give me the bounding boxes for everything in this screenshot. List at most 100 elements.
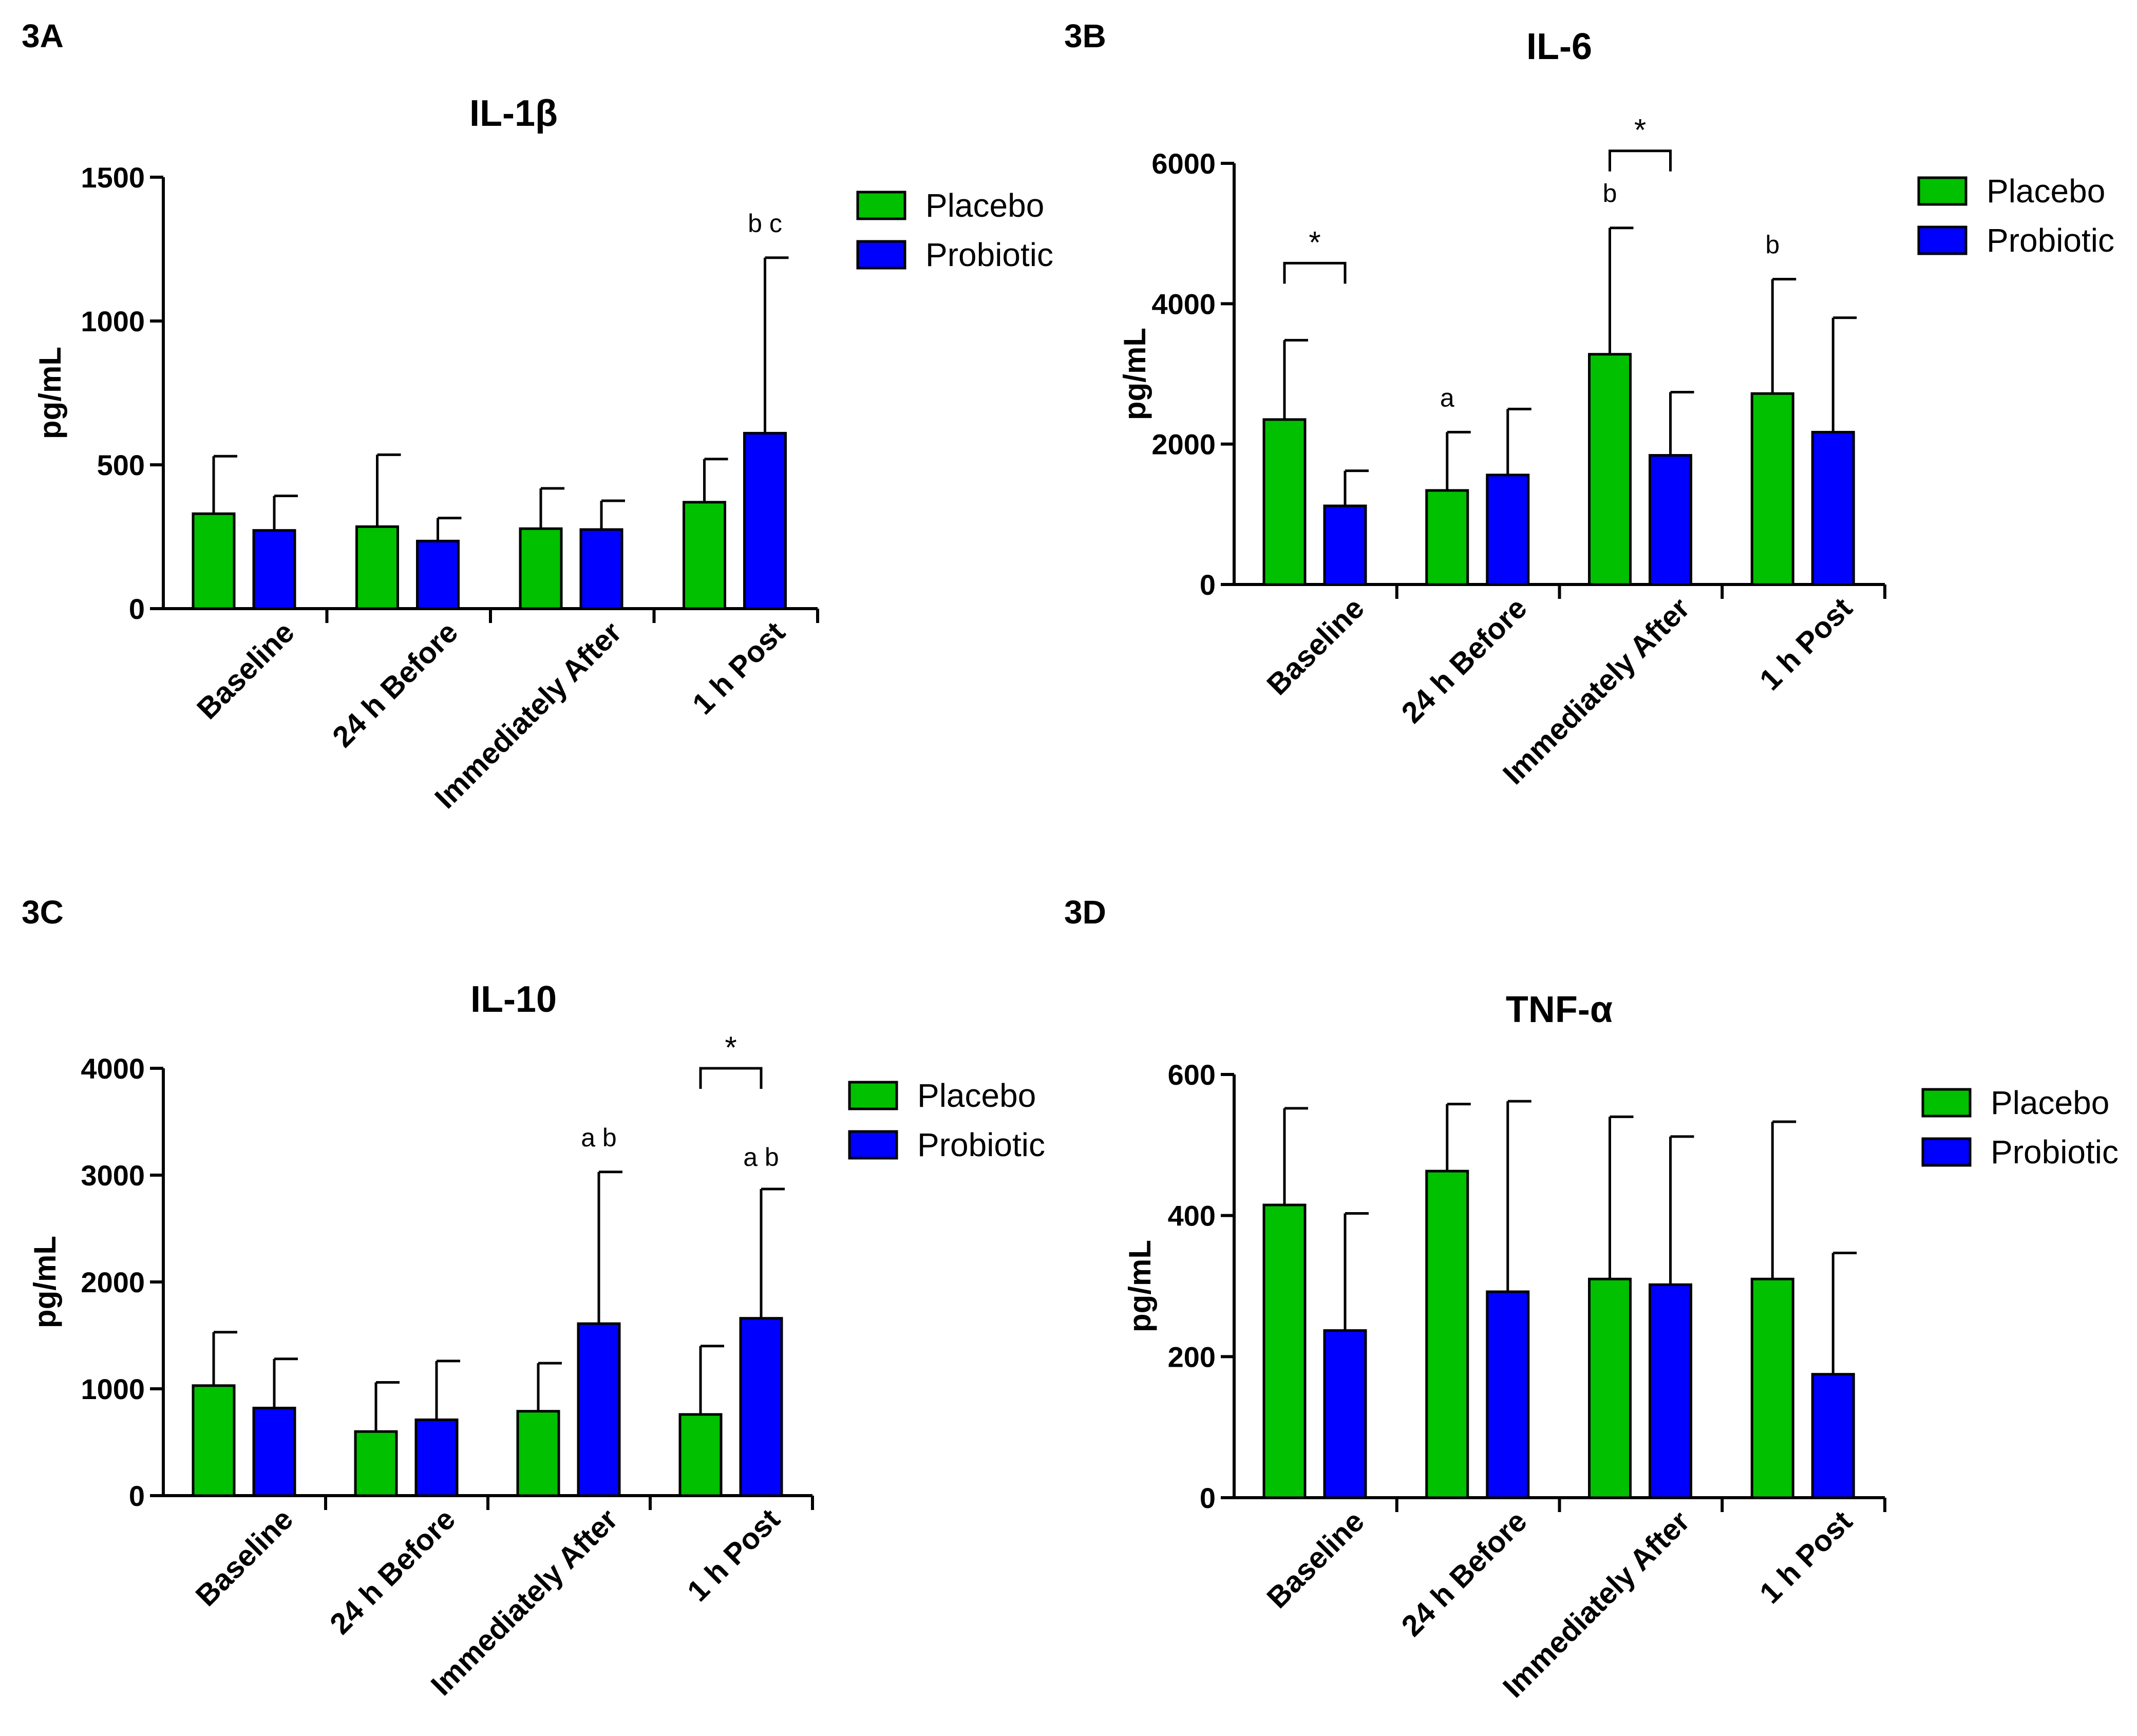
bar-probiotic	[416, 539, 460, 610]
bar-probiotic	[1323, 504, 1367, 586]
bar-placebo	[354, 1430, 398, 1497]
legend-swatch-probiotic	[1921, 1137, 1972, 1167]
bar-probiotic	[579, 528, 623, 610]
y-axis-label: pg/mL	[1123, 1240, 1157, 1332]
x-tick-label: 24 h Before	[324, 1502, 462, 1640]
legend-swatch-probiotic	[856, 240, 906, 270]
bar-placebo	[1262, 418, 1307, 586]
x-tick-label: Baseline	[191, 615, 301, 726]
significance-letters: a	[1440, 383, 1454, 412]
panel-label: 3C	[22, 894, 64, 931]
y-tick-label: 3000	[81, 1159, 145, 1192]
bar-probiotic	[577, 1322, 621, 1497]
panel-3a: 3A IL-1β pg/mL 0 500 1000 1500 Baseline 24 h Bef…	[22, 17, 1053, 815]
chart-title: TNF-α	[1506, 989, 1613, 1030]
y-tick-label: 4000	[81, 1052, 145, 1085]
x-tick-label: 1 h Post	[681, 1502, 786, 1608]
bar-placebo	[683, 501, 726, 610]
bar-placebo	[1425, 489, 1469, 586]
x-tick-label: 1 h Post	[1753, 591, 1859, 696]
bar-placebo	[192, 1384, 236, 1497]
y-tick-label: 2000	[81, 1266, 145, 1298]
bar-probiotic	[1649, 454, 1692, 586]
x-tick-label: 1 h Post	[1753, 1504, 1859, 1610]
chart-title: IL-10	[470, 979, 557, 1020]
x-tick-label: 1 h Post	[686, 615, 791, 721]
y-axis-label: pg/mL	[28, 1236, 62, 1328]
legend-swatch-probiotic	[848, 1130, 898, 1160]
bar-probiotic	[1811, 430, 1855, 586]
significance-star: *	[1634, 113, 1646, 147]
legend-label-probiotic: Probiotic	[925, 236, 1053, 273]
bar-placebo	[1262, 1203, 1307, 1499]
x-tick-label: Baseline	[190, 1502, 300, 1613]
significance-letters: a b	[581, 1123, 617, 1152]
y-axis-label: pg/mL	[1118, 328, 1152, 420]
y-tick-label: 0	[129, 1480, 145, 1512]
significance-star: *	[725, 1030, 736, 1065]
bar-placebo	[516, 1410, 560, 1497]
panel-3d: 3D TNF-α pg/mL 0 200 400 600 Baseline 24 h Befor…	[1064, 894, 2119, 1704]
bar-probiotic	[1323, 1329, 1367, 1499]
legend-label-placebo: Placebo	[917, 1077, 1036, 1114]
legend-swatch-placebo	[1917, 176, 1968, 206]
bar-placebo	[355, 525, 399, 610]
bar-placebo	[1588, 353, 1632, 586]
legend-swatch-probiotic	[1917, 225, 1968, 255]
legend-label-probiotic: Probiotic	[1991, 1134, 2119, 1171]
bar-probiotic	[1649, 1283, 1692, 1499]
x-tick-label: Baseline	[1260, 1504, 1371, 1615]
significance-bracket	[1609, 149, 1672, 172]
x-tick-label: Immediately After	[428, 615, 628, 815]
panel-3b: 3B IL-6 pg/mL 0 2000 4000 6000 Baseline 24 h Bef…	[1064, 17, 2114, 791]
panel-3c: 3C IL-10 pg/mL 0 1000 2000 3000 4000 Baseline 24 …	[22, 894, 1045, 1702]
significance-letters: b	[1603, 179, 1617, 208]
bar-probiotic	[1486, 474, 1530, 586]
legend-label-placebo: Placebo	[1991, 1084, 2109, 1121]
bar-probiotic	[252, 1406, 296, 1497]
significance-bracket	[699, 1067, 763, 1089]
y-tick-label: 2000	[1151, 428, 1216, 461]
y-tick-label: 0	[129, 593, 145, 625]
panel-label: 3A	[22, 17, 64, 54]
y-tick-label: 500	[97, 449, 145, 481]
bar-probiotic	[1486, 1290, 1530, 1499]
x-tick-label: 24 h Before	[326, 615, 464, 753]
y-tick-label: 1500	[81, 161, 145, 194]
bar-probiotic	[414, 1418, 459, 1497]
y-tick-label: 6000	[1151, 147, 1216, 180]
bar-placebo	[1588, 1277, 1632, 1499]
significance-letters: b	[1765, 231, 1780, 259]
y-tick-label: 600	[1168, 1059, 1216, 1091]
significance-star: *	[1309, 225, 1320, 259]
chart-title: IL-1β	[469, 93, 558, 134]
bar-placebo	[192, 512, 236, 610]
legend-swatch-placebo	[848, 1081, 898, 1110]
y-tick-label: 0	[1200, 1482, 1216, 1514]
bar-placebo	[678, 1413, 723, 1497]
legend-label-placebo: Placebo	[1987, 173, 2105, 210]
y-tick-label: 200	[1168, 1341, 1216, 1373]
legend-label-placebo: Placebo	[925, 187, 1044, 224]
y-tick-label: 1000	[81, 305, 145, 337]
bar-placebo	[519, 527, 563, 610]
y-tick-label: 400	[1168, 1200, 1216, 1232]
bar-placebo	[1750, 392, 1794, 586]
bar-probiotic	[252, 529, 296, 610]
chart-title: IL-6	[1526, 26, 1592, 67]
y-tick-label: 1000	[81, 1373, 145, 1405]
legend-label-probiotic: Probiotic	[1987, 222, 2114, 259]
bar-probiotic	[739, 1317, 783, 1497]
bar-probiotic	[1811, 1373, 1855, 1499]
significance-bracket	[1283, 261, 1347, 284]
x-tick-label: 24 h Before	[1395, 591, 1533, 729]
legend-swatch-placebo	[856, 191, 906, 220]
panel-label: 3D	[1064, 894, 1106, 931]
significance-letters: a b	[743, 1143, 779, 1172]
bar-placebo	[1425, 1169, 1469, 1499]
bar-probiotic	[743, 431, 787, 610]
y-tick-label: 0	[1200, 569, 1216, 601]
y-tick-label: 4000	[1151, 288, 1216, 320]
bar-placebo	[1750, 1277, 1794, 1499]
